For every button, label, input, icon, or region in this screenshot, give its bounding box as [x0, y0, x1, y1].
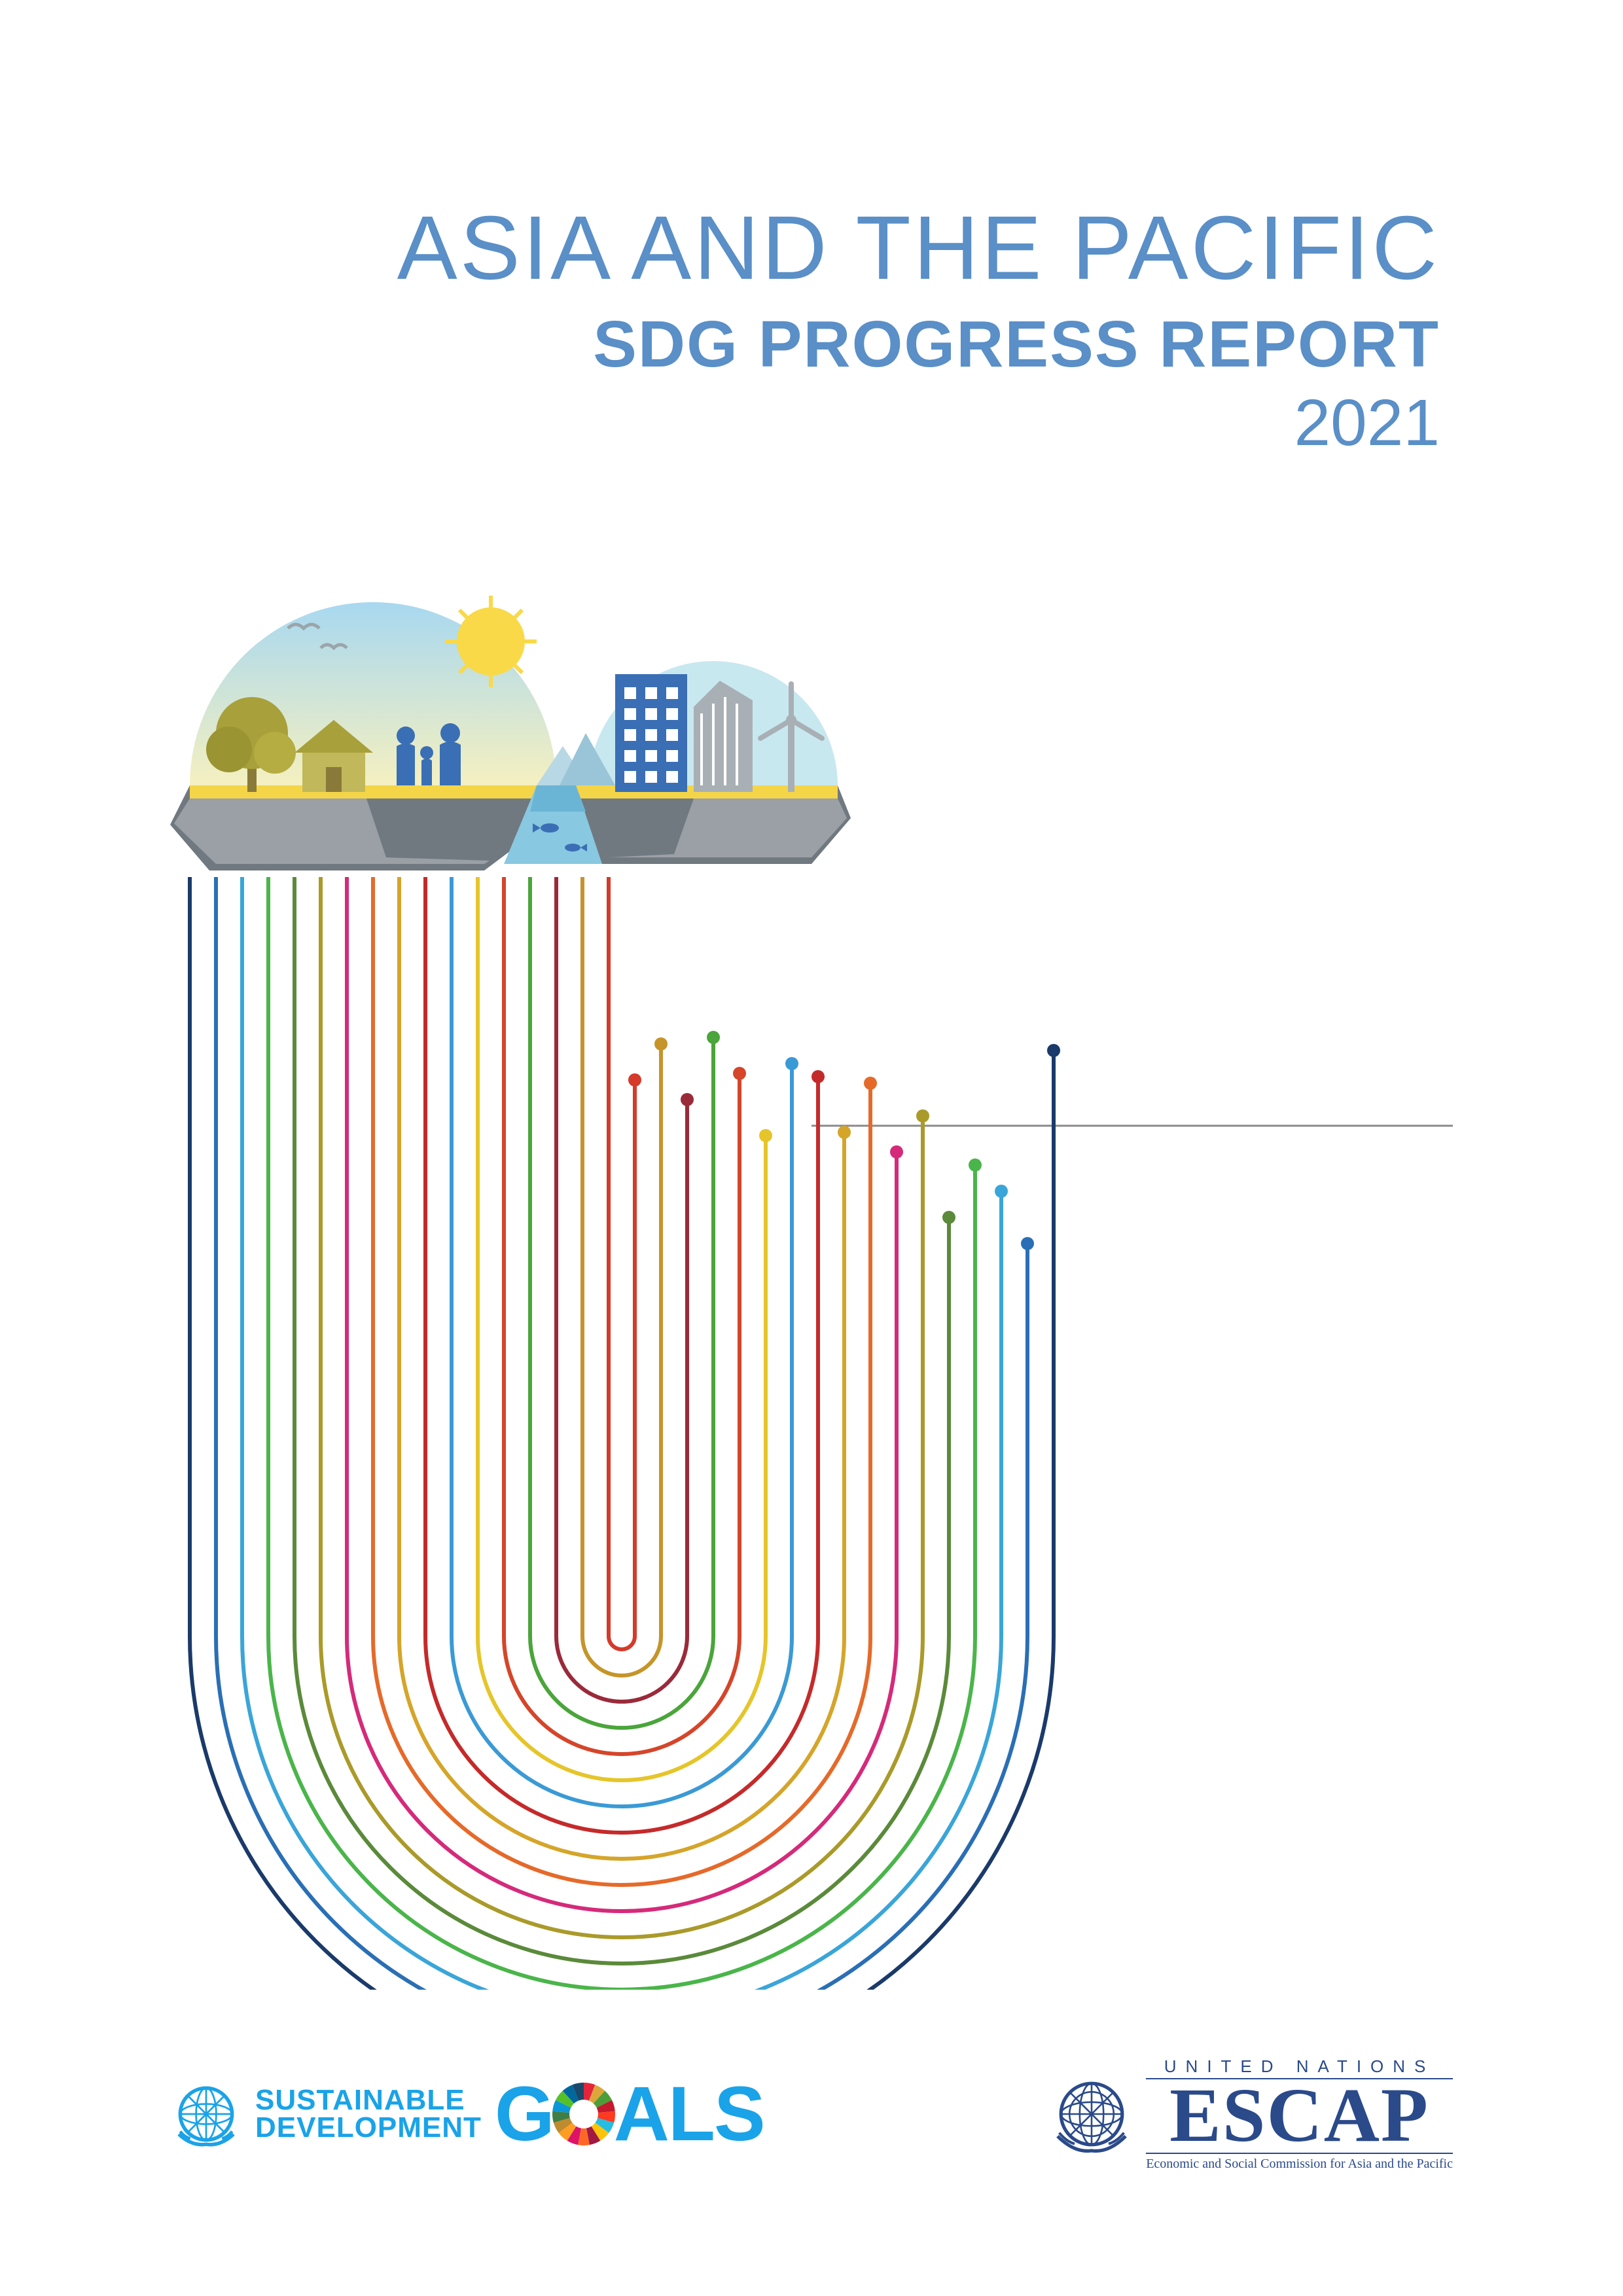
title-year: 2021	[397, 386, 1440, 461]
sdg-arc-chart	[170, 877, 1453, 1990]
sdg-color-wheel-icon	[551, 2081, 616, 2147]
cover-illustration	[170, 563, 851, 916]
un-emblem-icon	[170, 2078, 242, 2150]
goals-wordmark: G ALS	[495, 2070, 764, 2159]
sdg-text: SUSTAINABLE DEVELOPMENT	[255, 2087, 482, 2142]
un-emblem-escap-icon	[1049, 2072, 1134, 2157]
sdg-logo: SUSTAINABLE DEVELOPMENT G ALS	[170, 2070, 764, 2159]
title-region: ASIA AND THE PACIFIC	[397, 196, 1440, 300]
escap-logo: UNITED NATIONS ESCAP Economic and Social…	[1049, 2056, 1453, 2172]
escap-text: UNITED NATIONS ESCAP Economic and Social…	[1146, 2056, 1453, 2172]
title-report: SDG PROGRESS REPORT	[397, 307, 1440, 382]
report-title-block: ASIA AND THE PACIFIC SDG PROGRESS REPORT…	[397, 196, 1440, 461]
